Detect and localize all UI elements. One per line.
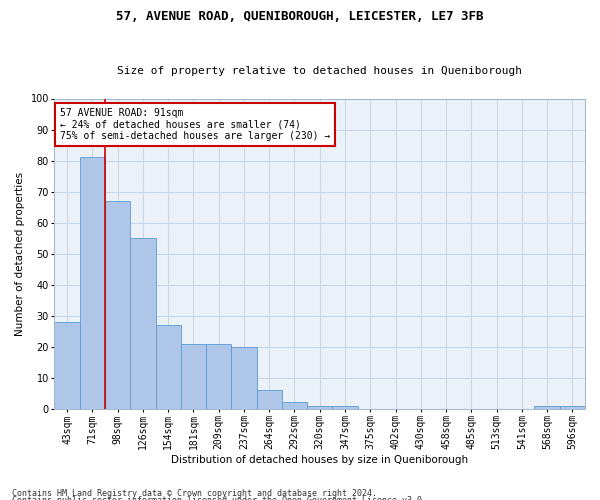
Bar bbox=[257, 390, 282, 408]
Bar bbox=[130, 238, 155, 408]
Text: Contains public sector information licensed under the Open Government Licence v3: Contains public sector information licen… bbox=[12, 496, 427, 500]
Text: 57, AVENUE ROAD, QUENIBOROUGH, LEICESTER, LE7 3FB: 57, AVENUE ROAD, QUENIBOROUGH, LEICESTER… bbox=[116, 10, 484, 23]
Y-axis label: Number of detached properties: Number of detached properties bbox=[15, 172, 25, 336]
Text: Contains HM Land Registry data © Crown copyright and database right 2024.: Contains HM Land Registry data © Crown c… bbox=[12, 488, 377, 498]
Bar bbox=[332, 406, 358, 408]
Bar bbox=[155, 325, 181, 408]
Text: 57 AVENUE ROAD: 91sqm
← 24% of detached houses are smaller (74)
75% of semi-deta: 57 AVENUE ROAD: 91sqm ← 24% of detached … bbox=[60, 108, 330, 141]
Bar bbox=[232, 346, 257, 408]
Bar bbox=[181, 344, 206, 408]
Title: Size of property relative to detached houses in Queniborough: Size of property relative to detached ho… bbox=[117, 66, 522, 76]
X-axis label: Distribution of detached houses by size in Queniborough: Distribution of detached houses by size … bbox=[171, 455, 469, 465]
Bar bbox=[307, 406, 332, 408]
Bar bbox=[55, 322, 80, 408]
Bar bbox=[282, 402, 307, 408]
Bar bbox=[206, 344, 232, 408]
Bar bbox=[80, 158, 105, 408]
Bar bbox=[560, 406, 585, 408]
Bar bbox=[535, 406, 560, 408]
Bar bbox=[105, 201, 130, 408]
